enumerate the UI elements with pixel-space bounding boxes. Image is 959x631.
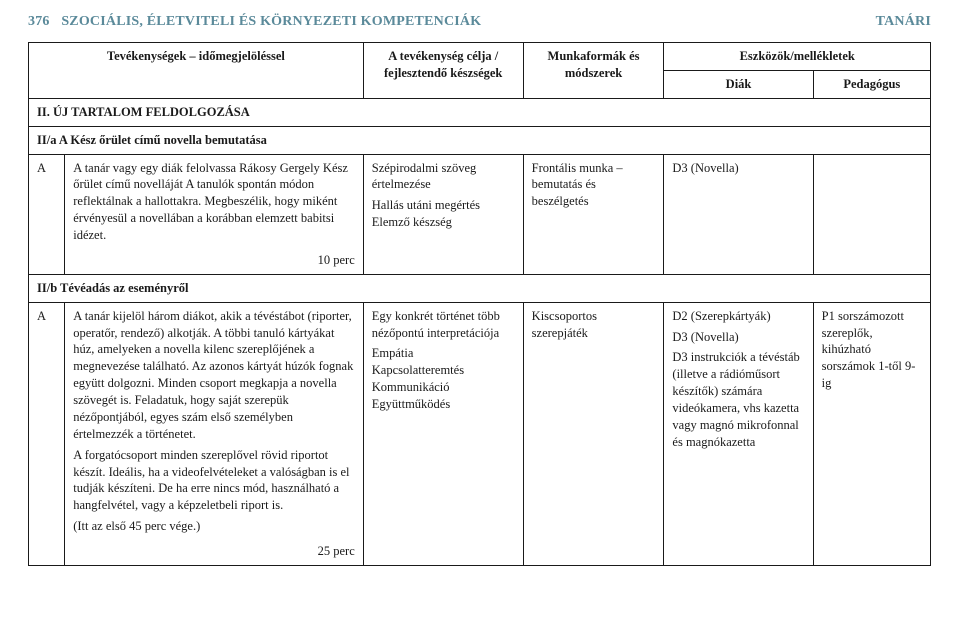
activity-cell: A tanár kijelöl három diákot, akik a tév… [65,302,364,565]
header-left: 376 SZOCIÁLIS, ÉLETVITELI ÉS KÖRNYEZETI … [28,14,481,30]
th-pedagogus: Pedagógus [813,70,930,98]
goal-text: Szépirodalmi szöveg értelmezése [372,160,515,194]
form-cell: Frontális munka – bemutatás és beszélget… [523,154,664,274]
goal-text: Hallás utáni megértés [372,197,515,214]
lesson-plan-table: Tevékenységek – időmegjelöléssel A tevék… [28,42,931,566]
diak-cell: D2 (Szerepkártyák) D3 (Novella) D3 instr… [664,302,813,565]
diak-text: D3 instrukciók a tévéstáb (illetve a rád… [672,349,804,450]
header-title-right: TANÁRI [876,14,931,30]
activity-text: A forgatócsoport minden szereplővel rövi… [73,447,355,515]
table-row: A A tanár vagy egy diák felolvassa Rákos… [29,154,931,274]
activity-time: 25 perc [73,539,355,560]
activity-text: A tanár kijelöl három diákot, akik a tév… [73,308,355,443]
goal-cell: Egy konkrét történet több nézőpontú inte… [363,302,523,565]
activity-text: (Itt az első 45 perc vége.) [73,518,355,535]
section-row: II. ÚJ TARTALOM FELDOLGOZÁSA [29,98,931,126]
diak-text: D3 (Novella) [672,329,804,346]
goal-text: Egy konkrét történet több nézőpontú inte… [372,308,515,342]
table-row: A A tanár kijelöl három diákot, akik a t… [29,302,931,565]
goal-text: Elemző készség [372,214,515,231]
goal-text: Empátia [372,345,515,362]
subsection-row: II/a A Kész őrület című novella bemutatá… [29,126,931,154]
page-header: 376 SZOCIÁLIS, ÉLETVITELI ÉS KÖRNYEZETI … [28,14,931,30]
goal-cell: Szépirodalmi szöveg értelmezése Hallás u… [363,154,523,274]
header-title-left: SZOCIÁLIS, ÉLETVITELI ÉS KÖRNYEZETI KOMP… [61,14,481,29]
subsection-title: II/b Tévéadás az eseményről [29,274,931,302]
goal-text: Kommunikáció [372,379,515,396]
ped-cell [813,154,930,274]
th-tools: Eszközök/mellékletek [664,43,931,71]
row-label: A [29,302,65,565]
th-diak: Diák [664,70,813,98]
activity-time: 10 perc [73,248,355,269]
section-title: II. ÚJ TARTALOM FELDOLGOZÁSA [29,98,931,126]
table-header-row: Tevékenységek – időmegjelöléssel A tevék… [29,43,931,71]
subsection-title: II/a A Kész őrület című novella bemutatá… [29,126,931,154]
ped-cell: P1 sorszámozott szereplők, kihúzható sor… [813,302,930,565]
goal-text: Kapcsolatteremtés [372,362,515,379]
page-number: 376 [28,14,50,29]
th-goal: A tevékenység célja / fejlesztendő készs… [363,43,523,99]
form-cell: Kiscsoportos szerepjáték [523,302,664,565]
subsection-row: II/b Tévéadás az eseményről [29,274,931,302]
activity-cell: A tanár vagy egy diák felolvassa Rákosy … [65,154,364,274]
diak-text: D2 (Szerepkártyák) [672,308,804,325]
row-label: A [29,154,65,274]
th-activities: Tevékenységek – időmegjelöléssel [29,43,364,99]
diak-cell: D3 (Novella) [664,154,813,274]
goal-text: Együttműködés [372,396,515,413]
th-forms: Munkaformák és módszerek [523,43,664,99]
activity-text: A tanár vagy egy diák felolvassa Rákosy … [73,160,355,244]
